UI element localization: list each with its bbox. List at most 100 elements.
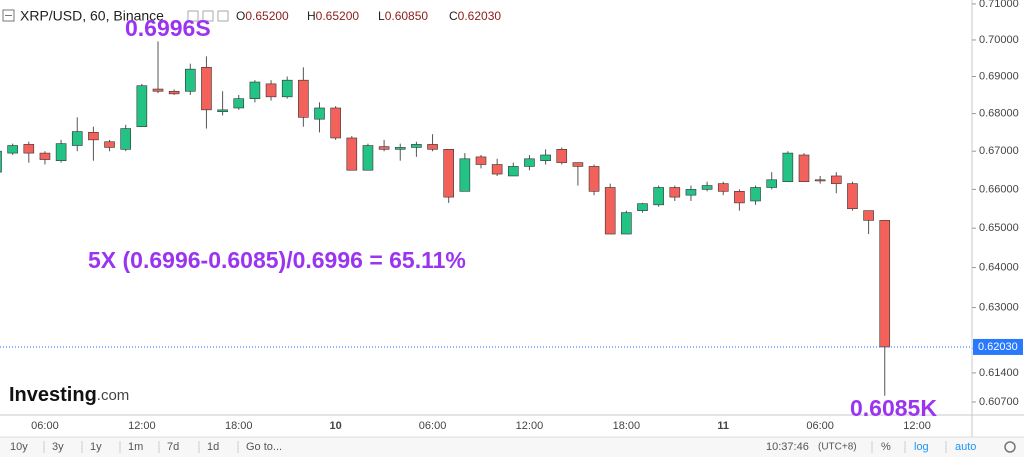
candle-body [71, 131, 83, 146]
y-tick-label: 0.61400 [979, 367, 1019, 379]
ohlc-item: H0.65200 [307, 9, 359, 23]
candle-body [39, 152, 51, 160]
ohlc-item: C0.62030 [449, 9, 501, 23]
x-tick-label: 12:00 [128, 420, 156, 432]
candle-body [588, 166, 600, 192]
ohlc-value: 0.65200 [245, 9, 289, 23]
candle-body [427, 144, 438, 150]
x-tick-label: 06:00 [419, 420, 447, 432]
candle-body [136, 85, 148, 127]
annotation-low: 0.6085K [850, 395, 937, 421]
annotation-high: 0.6996S [125, 15, 211, 41]
x-tick-label: 18:00 [613, 420, 641, 432]
clock-timezone: (UTC+8) [818, 442, 857, 453]
ohlc-label: H [307, 9, 316, 23]
range-button[interactable]: 7d [167, 441, 179, 453]
candle-body [443, 149, 455, 198]
candle-body [88, 132, 99, 141]
ohlc-value: 0.60850 [385, 9, 429, 23]
range-button[interactable]: 10y [10, 441, 28, 453]
candle-body [120, 128, 131, 150]
last-price-label: 0.62030 [978, 341, 1018, 353]
range-button[interactable]: 1y [90, 441, 102, 453]
range-button[interactable]: Go to... [246, 441, 282, 453]
candle-body [830, 175, 842, 184]
option-button[interactable]: % [881, 441, 891, 453]
logo-suffix: .com [97, 387, 130, 404]
candle-body [378, 146, 390, 150]
toolbar-bg [0, 437, 1024, 457]
ohlc-item: L0.60850 [378, 9, 428, 23]
x-tick-label: 06:00 [806, 420, 834, 432]
x-tick-label: 12:00 [516, 420, 544, 432]
collapse-icon[interactable] [2, 9, 15, 22]
candle-body [604, 187, 616, 235]
candle-body [491, 164, 503, 175]
candle-body [362, 145, 374, 171]
candle-body [185, 68, 196, 92]
candle-body [201, 67, 212, 111]
y-tick-label: 0.67000 [979, 145, 1019, 157]
candle-body [879, 220, 891, 348]
logo-main: Investing [9, 384, 97, 406]
header-icon[interactable] [217, 10, 229, 22]
header-icon[interactable] [202, 10, 214, 22]
overlay: XRP/USD, 60, Binance 0.6996S 5X (0.6996-… [2, 8, 937, 421]
y-tick-label: 0.69000 [979, 70, 1019, 82]
candle-body [701, 185, 713, 190]
candle-body [411, 144, 422, 148]
candle-body [653, 187, 664, 206]
candle-body [23, 144, 35, 154]
candle-body [152, 88, 164, 92]
candle-body [168, 90, 180, 95]
y-tick-label: 0.70000 [979, 34, 1019, 46]
candle-body [55, 143, 67, 161]
candle-body [7, 145, 18, 154]
ohlc-value: 0.65200 [316, 9, 360, 23]
candle-body [281, 79, 293, 98]
candle-body [330, 107, 341, 139]
header-icon[interactable] [187, 10, 199, 22]
candle-body [669, 187, 681, 198]
candle-body [814, 179, 826, 182]
candle-body [717, 183, 729, 192]
ohlc-label: C [449, 9, 458, 23]
candle-body [298, 79, 309, 118]
candle-body [572, 162, 584, 167]
y-tick-label: 0.68000 [979, 107, 1019, 119]
y-tick-label: 0.60700 [979, 396, 1019, 408]
option-button[interactable]: auto [955, 441, 976, 453]
candle-body [621, 212, 632, 235]
candle-body [459, 158, 471, 192]
ohlc-item: O0.65200 [236, 9, 289, 23]
candle-body [734, 191, 745, 204]
range-button[interactable]: 3y [52, 441, 64, 453]
range-button[interactable]: 1m [128, 441, 143, 453]
x-tick-label: 10 [330, 420, 342, 432]
x-tick-label: 18:00 [225, 420, 253, 432]
y-tick-label: 0.63000 [979, 301, 1019, 313]
ohlc-label: L [378, 9, 385, 23]
candle-body [798, 154, 810, 183]
candle-body [314, 107, 325, 120]
settings-icon[interactable] [1004, 441, 1016, 453]
option-button[interactable]: log [914, 441, 929, 453]
candle-body [556, 149, 568, 163]
candle-body [782, 152, 794, 183]
plot-area [0, 41, 972, 396]
candle-body [0, 150, 2, 173]
range-button[interactable]: 1d [207, 441, 219, 453]
candle-body [104, 141, 115, 148]
x-tick-label: 12:00 [903, 420, 931, 432]
candle-body [750, 187, 761, 202]
y-tick-label: 0.65000 [979, 222, 1019, 234]
candle-body [233, 98, 245, 109]
candle-body [637, 203, 648, 211]
clock-time: 10:37:46 [766, 441, 809, 453]
ohlc-value: 0.62030 [458, 9, 502, 23]
ohlc-label: O [236, 9, 245, 23]
candle-body [685, 189, 697, 196]
y-tick-label: 0.66000 [979, 183, 1019, 195]
